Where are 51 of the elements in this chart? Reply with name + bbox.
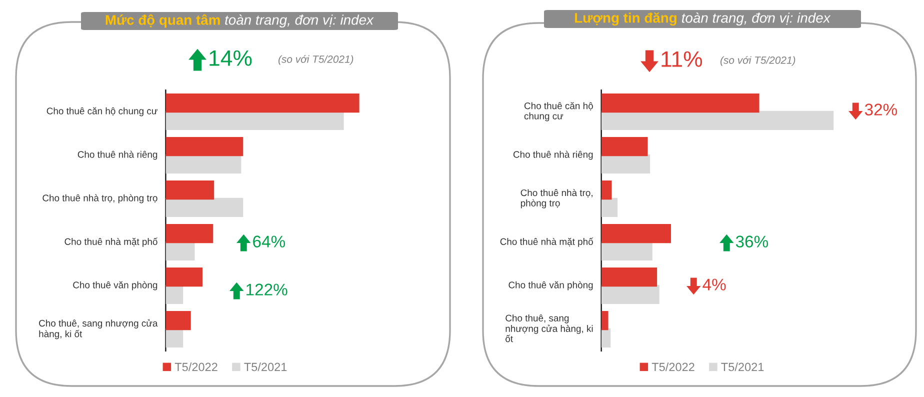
y-tick-label: Cho thuê căn hộ chung cư <box>46 107 158 116</box>
bar <box>166 224 214 244</box>
bar <box>166 241 195 261</box>
bar <box>166 136 244 156</box>
y-tick-label: Cho thuê, sang nhượng cửa hàng, ki ốt <box>506 314 593 342</box>
y-tick-label: Cho thuê nhà trọ, phòng trọ <box>42 194 158 204</box>
annotation: 64% <box>253 236 286 248</box>
y-tick-label: Cho thuê văn phòng <box>508 281 593 290</box>
chart-subtitle: toàn trang, đơn vị: index <box>682 12 831 26</box>
text: 11% <box>662 51 702 67</box>
y-tick-label: Cho thuê nhà riêng <box>513 150 593 160</box>
legend-label: T5/2022 <box>174 362 218 372</box>
bar <box>166 110 344 130</box>
annotation: 122% <box>246 284 288 296</box>
bar <box>601 180 612 200</box>
bar <box>601 93 760 113</box>
bar <box>601 284 660 304</box>
y-tick-label: Cho thuê nhà mặt phố <box>500 238 594 247</box>
y-tick-label: Cho thuê văn phòng <box>73 281 158 290</box>
bar <box>601 154 650 174</box>
legend-label: T5/2022 <box>652 362 694 372</box>
y-tick-label: Cho thuê, sang nhượng cửa hàng, ki ốt <box>39 319 158 340</box>
bar <box>601 110 834 130</box>
legend-label: T5/2021 <box>244 362 287 372</box>
bar <box>601 310 608 330</box>
annotation: 36% <box>736 236 768 248</box>
bar <box>166 310 191 330</box>
chart-title: Mức độ quan tâm <box>106 14 220 28</box>
chart-title: Lượng tin đăng <box>575 12 676 26</box>
text: (so với T5/2021) <box>278 55 354 65</box>
chart-subtitle: toàn trang, đơn vị: index <box>225 14 374 28</box>
y-tick-label: Cho thuê nhà mặt phố <box>64 238 158 247</box>
bar <box>166 93 360 113</box>
annotation: 4% <box>702 278 726 290</box>
y-tick-label: Cho thuê nhà riêng <box>78 150 158 160</box>
text: (so với T5/2021) <box>720 56 796 66</box>
bar <box>166 180 214 200</box>
bar <box>601 267 658 287</box>
bar <box>601 136 648 156</box>
y-tick-label: Cho thuê nhà trọ, phòng trọ <box>520 189 592 208</box>
bar <box>601 224 671 244</box>
bar <box>166 267 202 287</box>
text: 14% <box>210 50 252 66</box>
text: 32% <box>864 104 898 116</box>
y-tick-label: Cho thuê căn hộ chung cư <box>524 102 593 122</box>
bar <box>166 198 244 218</box>
bar <box>601 198 618 218</box>
bar <box>601 241 652 261</box>
legend-label: T5/2021 <box>721 362 764 372</box>
bar <box>601 328 611 348</box>
bar <box>166 154 242 174</box>
